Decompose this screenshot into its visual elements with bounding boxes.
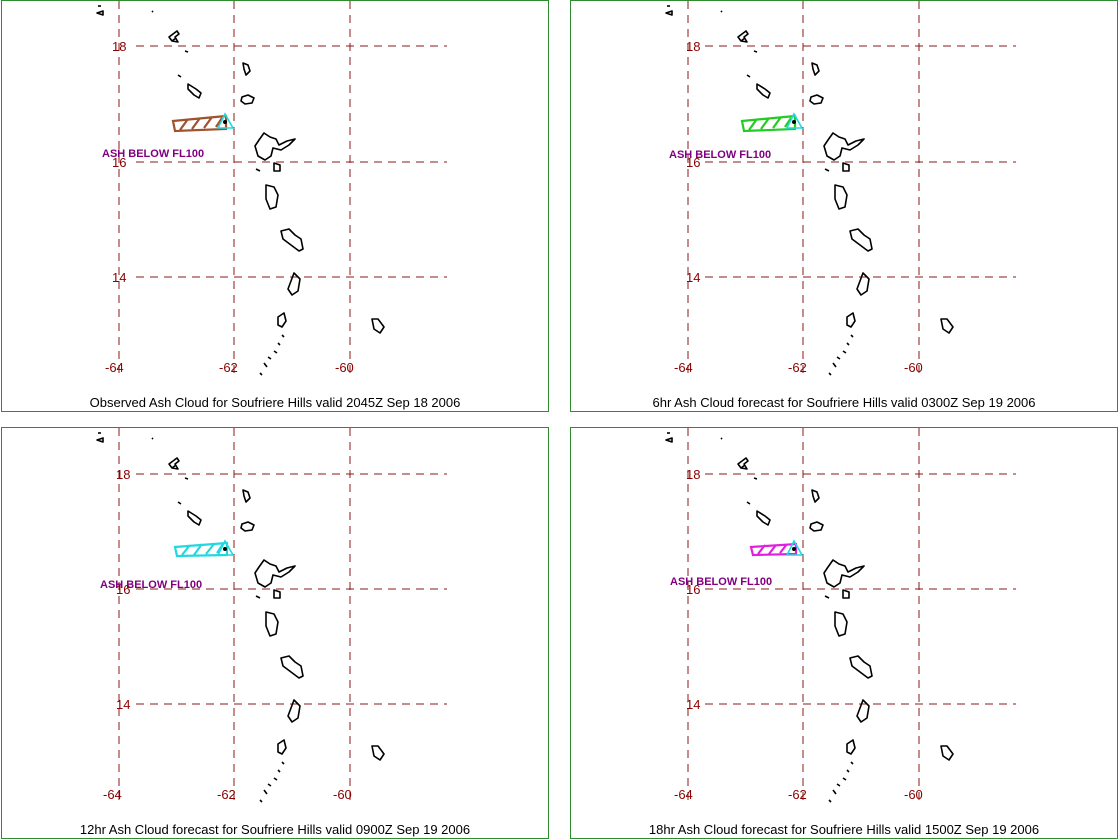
- map-panel-12hr: ASH BELOW FL100 18 16 14 -64 -62 -60 12h…: [1, 427, 549, 839]
- map-canvas: ASH BELOW FL100 18 16 14 -64 -62 -60: [665, 428, 1016, 803]
- lat-label-14: 14: [686, 697, 700, 712]
- panel-caption: 6hr Ash Cloud forecast for Soufriere Hil…: [652, 395, 1036, 410]
- lat-label-16: 16: [112, 155, 126, 170]
- panel-caption: Observed Ash Cloud for Soufriere Hills v…: [89, 395, 461, 410]
- lat-label-18: 18: [686, 39, 700, 54]
- lon-label-64: -64: [674, 360, 693, 375]
- lon-label-64: -64: [103, 787, 122, 802]
- lon-label-64: -64: [105, 360, 124, 375]
- ash-below-label: ASH BELOW FL100: [669, 149, 771, 161]
- ash-cloud-polygon: [740, 114, 797, 133]
- lat-label-16: 16: [686, 582, 700, 597]
- lat-lon-grid: [687, 1, 1016, 373]
- volcano-marker: [785, 539, 804, 556]
- coastlines: [665, 5, 954, 376]
- ash-below-label: ASH BELOW FL100: [670, 576, 772, 588]
- volcano-marker: [216, 112, 235, 129]
- lat-label-18: 18: [116, 467, 130, 482]
- ash-cloud-polygon: [171, 114, 228, 133]
- lat-lon-grid: [687, 428, 1016, 800]
- lat-label-16: 16: [686, 155, 700, 170]
- panel-caption: 12hr Ash Cloud forecast for Soufriere Hi…: [79, 822, 471, 837]
- coastlines: [96, 432, 385, 803]
- lat-label-18: 18: [112, 39, 126, 54]
- ash-cloud-polygon: [749, 542, 798, 557]
- lat-lon-grid: [118, 1, 447, 373]
- lon-label-60: -60: [904, 360, 923, 375]
- map-panel-observed: ASH BELOW FL100 18 16 14 -64 -62 -60 Obs…: [1, 0, 549, 412]
- panel-caption: 18hr Ash Cloud forecast for Soufriere Hi…: [648, 822, 1040, 837]
- lat-label-14: 14: [116, 697, 130, 712]
- volcano-marker: [785, 112, 804, 129]
- lon-label-62: -62: [217, 787, 236, 802]
- map-canvas: ASH BELOW FL100 18 16 14 -64 -62 -60: [96, 1, 447, 376]
- lat-label-14: 14: [112, 270, 126, 285]
- lon-label-64: -64: [674, 787, 693, 802]
- map-canvas: ASH BELOW FL100 18 16 14 -64 -62 -60: [665, 1, 1016, 376]
- ash-below-label: ASH BELOW FL100: [100, 579, 202, 591]
- lon-label-60: -60: [904, 787, 923, 802]
- lat-label-16: 16: [116, 582, 130, 597]
- map-panel-18hr: ASH BELOW FL100 18 16 14 -64 -62 -60 18h…: [570, 427, 1118, 839]
- lon-label-62: -62: [788, 360, 807, 375]
- coastlines: [96, 5, 385, 376]
- ash-below-label: ASH BELOW FL100: [102, 148, 204, 160]
- lat-label-18: 18: [686, 467, 700, 482]
- lon-label-60: -60: [333, 787, 352, 802]
- lat-lon-grid: [118, 428, 447, 800]
- map-canvas: ASH BELOW FL100 18 16 14 -64 -62 -60: [96, 428, 447, 803]
- map-panel-6hr: ASH BELOW FL100 18 16 14 -64 -62 -60 6hr…: [570, 0, 1118, 412]
- lat-label-14: 14: [686, 270, 700, 285]
- coastlines: [665, 432, 954, 803]
- volcano-marker: [216, 539, 235, 556]
- lon-label-62: -62: [788, 787, 807, 802]
- lon-label-62: -62: [219, 360, 238, 375]
- lon-label-60: -60: [335, 360, 354, 375]
